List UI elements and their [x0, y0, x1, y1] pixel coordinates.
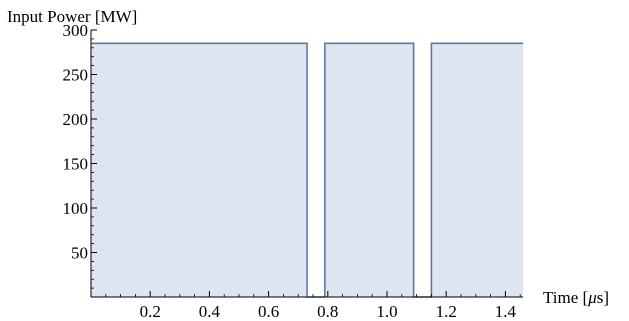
x-tick-label: 1.2: [436, 302, 457, 321]
x-axis-title: Time [μs]: [543, 288, 609, 307]
labels-layer: Input Power [MW] Time [μs] 0.2 0.4 0.6 0.8 1…: [7, 7, 609, 321]
x-tick-label: 0.2: [140, 302, 161, 321]
x-tick-label: 0.4: [199, 302, 221, 321]
y-tick-label: 100: [63, 199, 89, 218]
series-layer: [91, 42, 524, 298]
x-tick-label: 1.4: [495, 302, 517, 321]
y-tick-label: 200: [63, 110, 89, 129]
x-axis-title-symbol: μ: [587, 288, 597, 307]
y-tick-label: 50: [71, 244, 88, 263]
y-tick-label: 150: [63, 155, 89, 174]
x-tick-label: 1.0: [376, 302, 397, 321]
axes-layer: [90, 29, 524, 298]
y-tick-label: 250: [63, 66, 89, 85]
x-tick-label: 0.6: [258, 302, 279, 321]
x-axis-title-prefix: Time [: [543, 288, 589, 307]
y-tick-label: 300: [63, 21, 89, 40]
y-axis-title: Input Power [MW]: [7, 7, 137, 26]
x-axis-title-suffix: s]: [597, 288, 609, 307]
x-tick-label: 0.8: [317, 302, 338, 321]
series-line: [91, 42, 524, 298]
